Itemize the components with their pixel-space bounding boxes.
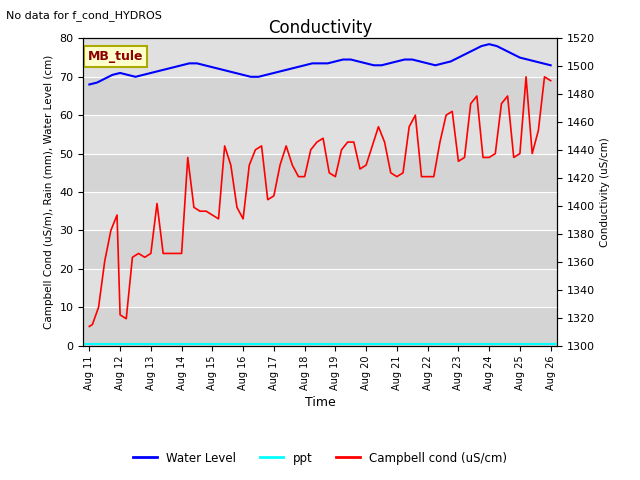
Bar [83,307,557,346]
Text: MB_tule: MB_tule [88,50,143,63]
Bar [83,77,557,115]
Bar [83,230,557,269]
Bar [83,115,557,154]
Bar [83,38,557,77]
Y-axis label: Campbell Cond (uS/m), Rain (mm), Water Level (cm): Campbell Cond (uS/m), Rain (mm), Water L… [44,55,54,329]
X-axis label: Time: Time [305,396,335,408]
Bar [83,154,557,192]
Legend: Water Level, ppt, Campbell cond (uS/cm): Water Level, ppt, Campbell cond (uS/cm) [128,447,512,469]
Y-axis label: Conductivity (uS/cm): Conductivity (uS/cm) [600,137,611,247]
Text: No data for f_cond_HYDROS: No data for f_cond_HYDROS [6,10,163,21]
Bar [83,192,557,230]
Bar [83,269,557,307]
Title: Conductivity: Conductivity [268,19,372,37]
